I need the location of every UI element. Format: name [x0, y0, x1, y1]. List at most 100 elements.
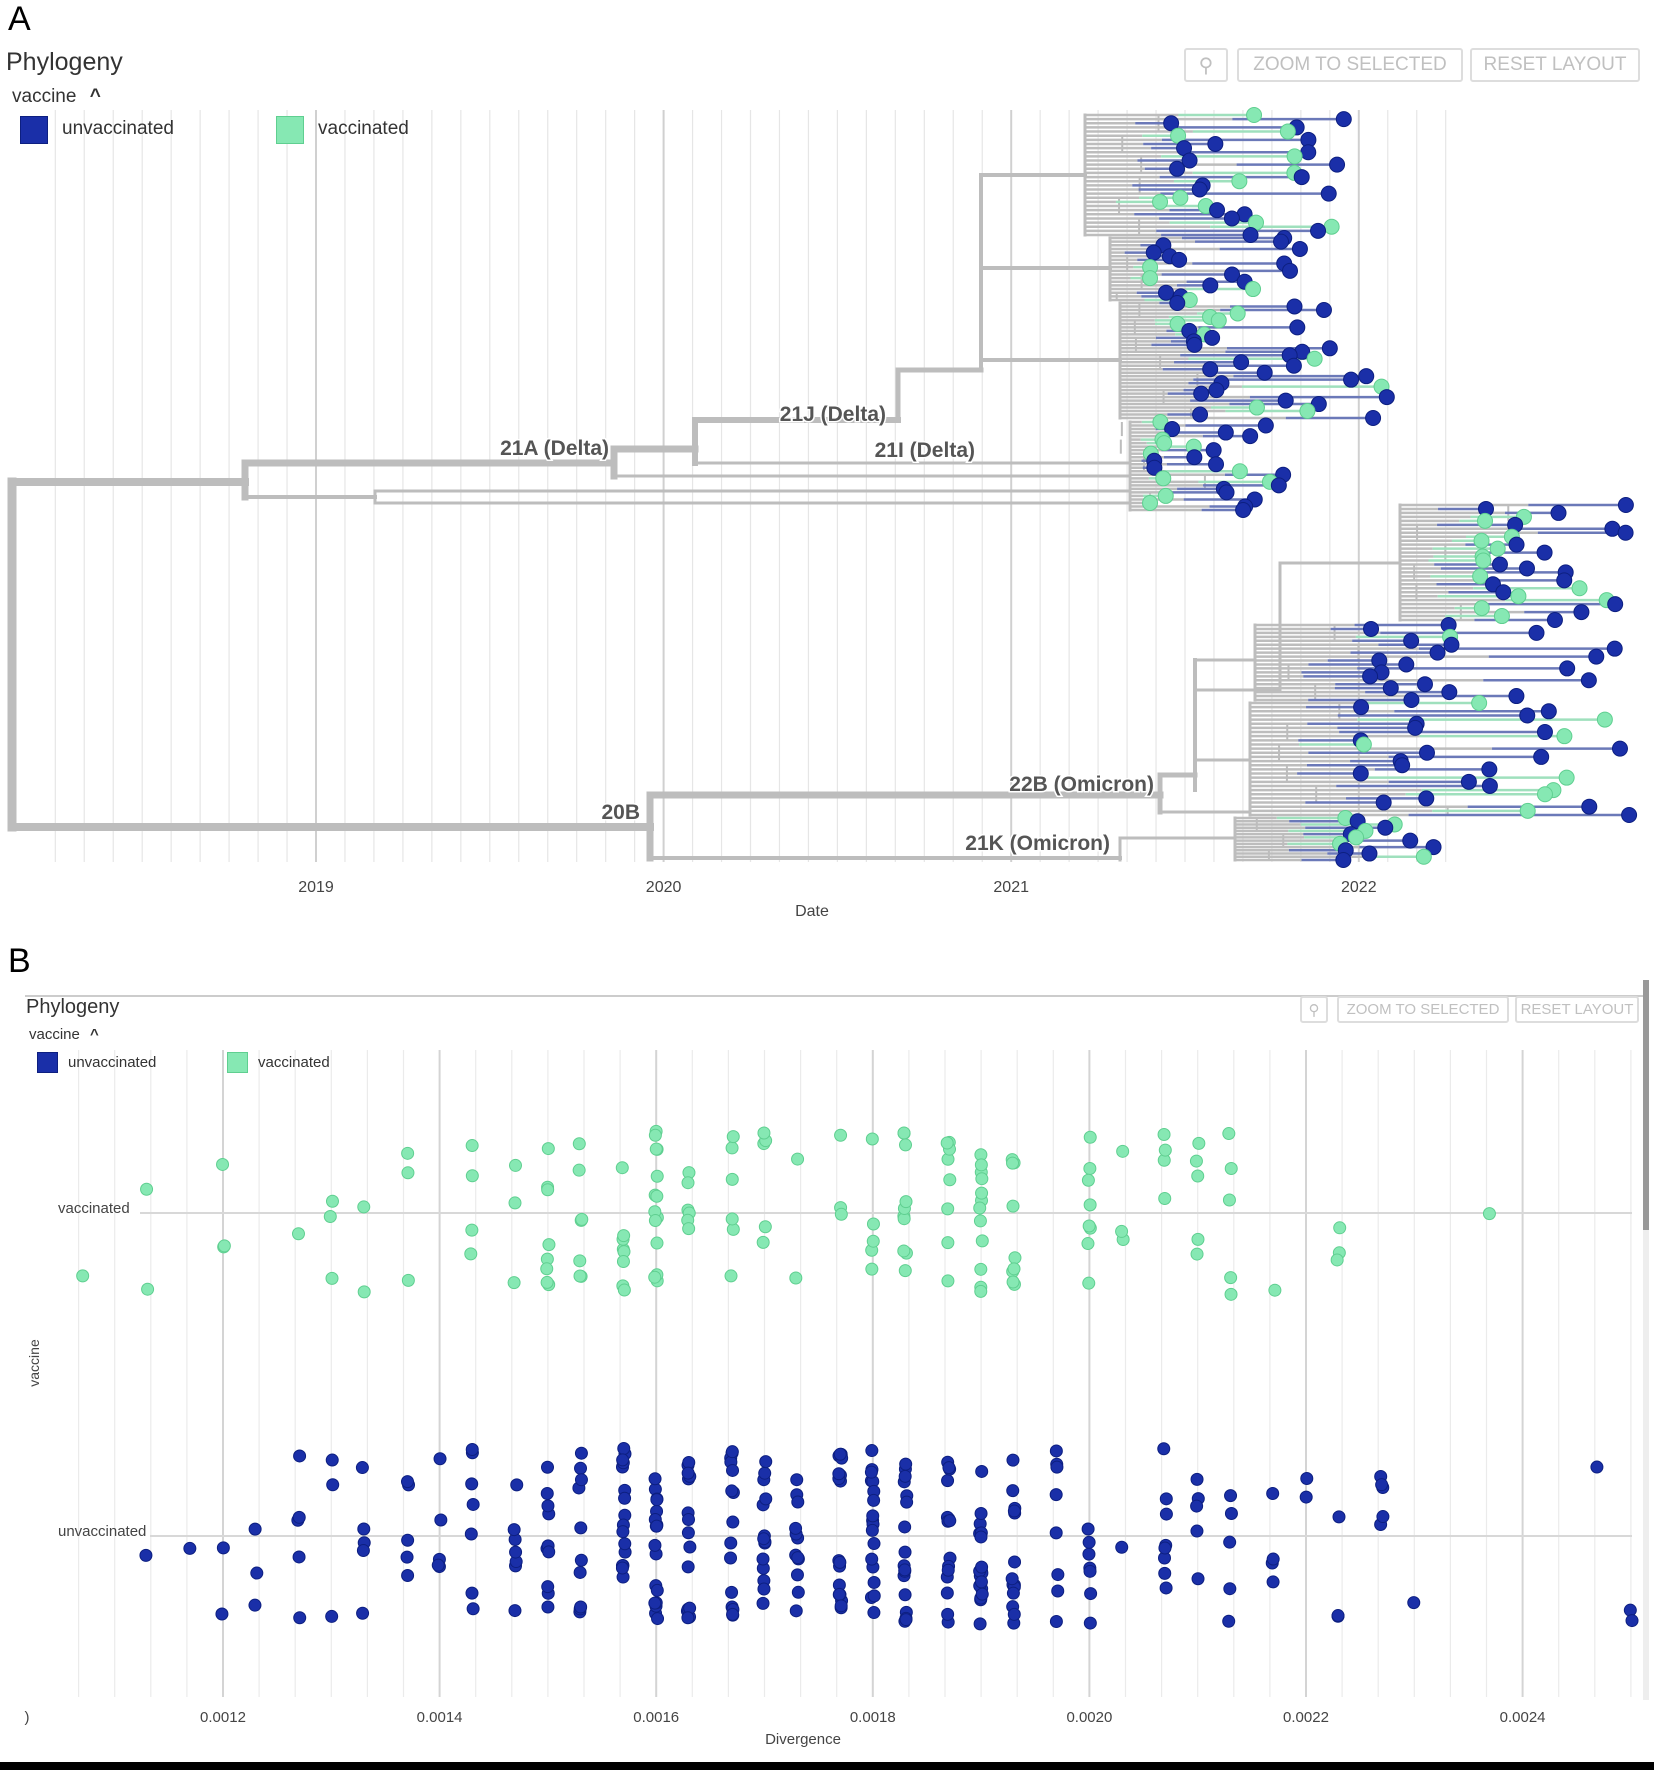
point-unvaccinated: [756, 1596, 770, 1610]
clade-label: 21A (Delta): [500, 437, 609, 460]
point-vaccinated: [540, 1275, 554, 1289]
zoom-to-selected-button-b[interactable]: ZOOM TO SELECTED: [1337, 996, 1509, 1023]
point-unvaccinated: [756, 1552, 770, 1566]
point-unvaccinated: [356, 1543, 370, 1557]
point-unvaccinated: [1224, 1507, 1238, 1521]
tip-unvaccinated: [1277, 392, 1294, 409]
point-unvaccinated: [942, 1461, 956, 1475]
legend-swatch-unvaccinated[interactable]: [20, 116, 48, 144]
x-axis-label: Date: [795, 903, 829, 920]
point-unvaccinated: [833, 1447, 847, 1461]
point-vaccinated: [1333, 1221, 1347, 1235]
scrollbar-thumb[interactable]: [1643, 980, 1649, 1230]
point-unvaccinated: [1007, 1504, 1021, 1518]
point-unvaccinated: [974, 1575, 988, 1589]
tip-unvaccinated: [1580, 672, 1597, 689]
bottom-border: [0, 1762, 1654, 1770]
legend-swatch-unvaccinated-b[interactable]: [37, 1052, 58, 1073]
legend-label-unvaccinated[interactable]: unvaccinated: [62, 118, 174, 139]
tip-unvaccinated: [1218, 484, 1235, 501]
legend-swatch-vaccinated-b[interactable]: [227, 1052, 248, 1073]
tip-unvaccinated: [1550, 504, 1567, 521]
point-vaccinated: [898, 1264, 912, 1278]
point-vaccinated: [866, 1217, 880, 1231]
tip-unvaccinated: [1285, 357, 1302, 374]
tip-unvaccinated: [1606, 640, 1623, 657]
legend-label-vaccinated-b[interactable]: vaccinated: [258, 1054, 330, 1071]
tip-unvaccinated: [1556, 572, 1573, 589]
point-unvaccinated: [651, 1612, 665, 1626]
point-unvaccinated: [899, 1613, 913, 1627]
point-unvaccinated: [1266, 1575, 1280, 1589]
tip-vaccinated: [1142, 270, 1159, 287]
legend-label-unvaccinated-b[interactable]: unvaccinated: [68, 1054, 157, 1071]
point-vaccinated: [941, 1202, 955, 1216]
point-vaccinated: [325, 1194, 339, 1208]
point-unvaccinated: [1081, 1522, 1095, 1536]
legend-swatch-vaccinated[interactable]: [276, 116, 304, 144]
tip-unvaccinated: [1208, 456, 1225, 473]
x-tick-label: 2022: [1341, 879, 1377, 896]
zoom-button[interactable]: ⚲: [1184, 48, 1228, 82]
point-unvaccinated: [1223, 1535, 1237, 1549]
point-vaccinated: [1222, 1127, 1236, 1141]
point-unvaccinated: [618, 1491, 632, 1505]
tip-vaccinated: [1246, 107, 1263, 123]
tip-unvaccinated: [1209, 202, 1226, 219]
tip-unvaccinated: [1204, 329, 1221, 346]
tip-unvaccinated: [1425, 839, 1442, 856]
legend-label-vaccinated[interactable]: vaccinated: [318, 118, 409, 139]
point-unvaccinated: [1300, 1472, 1314, 1486]
point-unvaccinated: [1190, 1499, 1204, 1513]
point-vaccinated: [974, 1158, 988, 1172]
point-vaccinated: [1330, 1253, 1344, 1267]
panel-b-letter: B: [8, 942, 31, 980]
point-unvaccinated: [325, 1609, 339, 1623]
tip-unvaccinated: [1429, 644, 1446, 661]
point-unvaccinated: [431, 1558, 445, 1572]
tip-unvaccinated: [1186, 449, 1203, 466]
clade-label: 21K (Omicron): [965, 832, 1110, 855]
panel-a-title: Phylogeny: [6, 48, 123, 76]
tip-unvaccinated: [1382, 680, 1399, 697]
reset-layout-button[interactable]: RESET LAYOUT: [1470, 48, 1640, 82]
point-vaccinated: [1224, 1162, 1238, 1176]
point-unvaccinated: [726, 1607, 740, 1621]
tip-vaccinated: [1571, 580, 1588, 597]
point-unvaccinated: [357, 1522, 371, 1536]
tip-unvaccinated: [1559, 660, 1576, 677]
point-vaccinated: [1082, 1219, 1096, 1233]
tip-unvaccinated: [1315, 301, 1332, 318]
point-unvaccinated: [865, 1444, 879, 1458]
point-vaccinated: [1006, 1199, 1020, 1213]
tip-unvaccinated: [1362, 668, 1379, 685]
tip-vaccinated: [1231, 173, 1248, 190]
tip-vaccinated: [1248, 399, 1265, 416]
point-unvaccinated: [616, 1453, 630, 1467]
scrollbar-track[interactable]: [1643, 980, 1649, 1700]
point-unvaccinated: [791, 1495, 805, 1509]
point-unvaccinated: [1190, 1524, 1204, 1538]
point-vaccinated: [616, 1254, 630, 1268]
reset-layout-button-b[interactable]: RESET LAYOUT: [1515, 996, 1639, 1023]
tip-vaccinated: [1473, 600, 1490, 617]
color-by-toggle[interactable]: vaccine ^: [12, 86, 101, 108]
color-by-toggle-b[interactable]: vaccine ^: [29, 1026, 99, 1043]
point-unvaccinated: [574, 1553, 588, 1567]
point-vaccinated: [464, 1247, 478, 1261]
tip-unvaccinated: [1358, 368, 1375, 385]
zoom-to-selected-button[interactable]: ZOOM TO SELECTED: [1237, 48, 1463, 82]
tip-unvaccinated: [1202, 361, 1219, 378]
tip-unvaccinated: [1242, 227, 1259, 243]
point-vaccinated: [573, 1254, 587, 1268]
point-vaccinated: [1008, 1251, 1022, 1265]
point-unvaccinated: [1049, 1615, 1063, 1629]
tip-unvaccinated: [1398, 656, 1415, 673]
zoom-button-b[interactable]: ⚲: [1300, 996, 1328, 1023]
point-unvaccinated: [1051, 1584, 1065, 1598]
point-unvaccinated: [900, 1495, 914, 1509]
point-unvaccinated: [465, 1586, 479, 1600]
point-vaccinated: [465, 1139, 479, 1153]
point-vaccinated: [975, 1186, 989, 1200]
y-category-label: unvaccinated: [58, 1523, 146, 1540]
